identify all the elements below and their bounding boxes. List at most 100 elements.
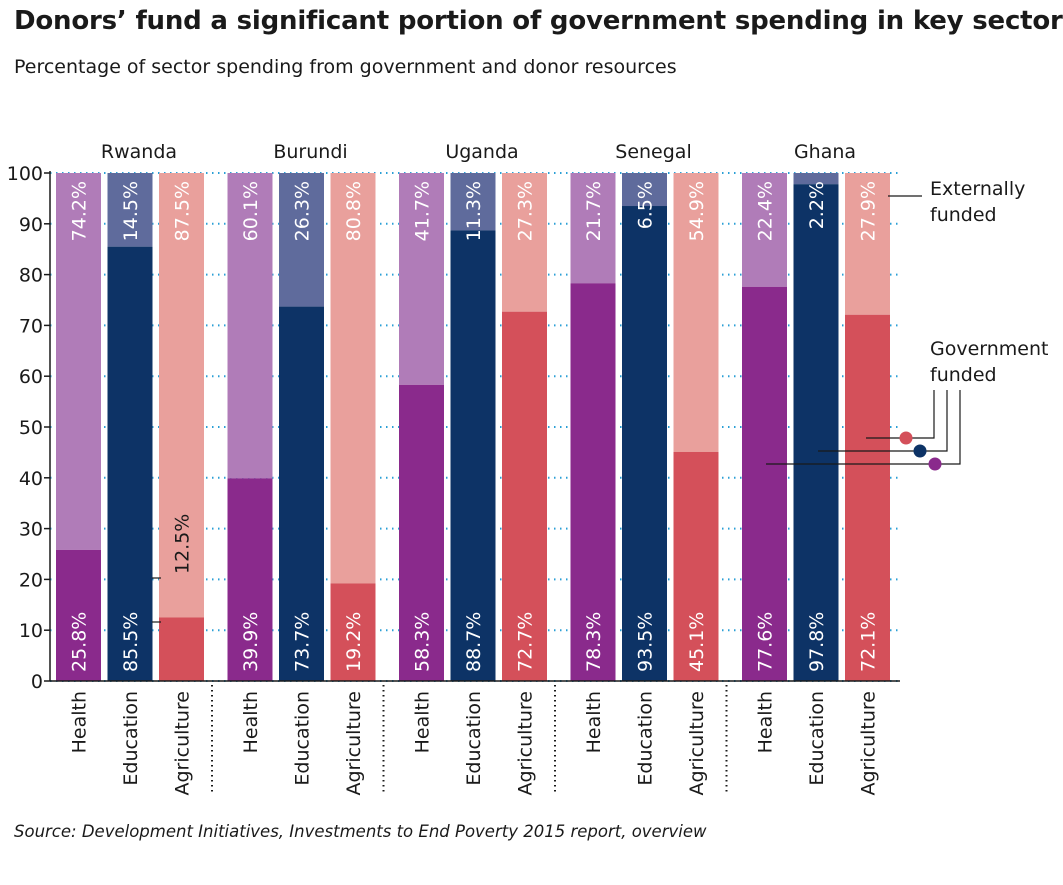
data-label-government: 97.8% — [806, 612, 828, 672]
bar-external — [330, 173, 376, 584]
legend-label-external: Externally — [930, 178, 1025, 200]
sector-label: Education — [463, 691, 485, 786]
data-label-external: 27.3% — [515, 181, 537, 241]
data-label-government: 93.5% — [635, 612, 657, 672]
sector-label: Education — [120, 691, 142, 786]
bar-external — [502, 173, 547, 312]
bar-external — [107, 173, 153, 247]
sector-label: Agriculture — [343, 691, 365, 796]
data-label-government: 58.3% — [412, 612, 434, 672]
sector-label: Health — [240, 691, 262, 753]
data-label-external: 2.2% — [806, 181, 828, 229]
sector-label: Education — [635, 691, 657, 786]
bar-external — [742, 173, 787, 287]
y-tick-label: 30 — [19, 519, 43, 541]
bar-external — [56, 173, 101, 550]
y-tick-label: 80 — [19, 265, 43, 287]
data-label-government: 85.5% — [120, 612, 142, 672]
sector-label: Agriculture — [172, 691, 194, 796]
bar-external — [279, 173, 324, 307]
legend-dot-agriculture — [899, 431, 913, 445]
data-label-government: 25.8% — [69, 612, 91, 672]
bar-government — [330, 583, 376, 681]
bar-external — [673, 173, 719, 452]
data-label-government: 45.1% — [686, 612, 708, 672]
y-tick-label: 90 — [19, 214, 43, 236]
bar-government — [570, 283, 616, 681]
data-label-external: 60.1% — [240, 181, 262, 241]
sector-label: Agriculture — [858, 691, 880, 796]
source-note: Source: Development Initiatives, Investm… — [14, 822, 707, 841]
legend-label-government: funded — [930, 364, 997, 386]
data-label-external: 74.2% — [69, 181, 91, 241]
y-tick-label: 40 — [19, 468, 43, 490]
data-label-external: 21.7% — [583, 181, 605, 241]
bar-government — [845, 314, 890, 681]
y-axis: 0 10 20 30 40 50 60 70 80 90 100 — [7, 163, 51, 693]
data-label-government: 19.2% — [343, 612, 365, 672]
bar-government — [742, 286, 787, 681]
legend-label-external: funded — [930, 204, 997, 226]
legend-leader-health — [766, 390, 961, 465]
sector-label: Education — [806, 691, 828, 786]
legend-leader-education — [818, 390, 948, 452]
data-label-external: 14.5% — [120, 181, 142, 241]
bar-government — [399, 384, 444, 681]
bar-government — [279, 306, 324, 681]
x-axis: Rwanda Health Education Agriculture Burundi H… — [50, 141, 900, 796]
bar-government — [450, 230, 496, 682]
data-label-external: 26.3% — [292, 181, 314, 241]
data-label-government: 78.3% — [583, 612, 605, 672]
data-label-external: 87.5% — [172, 181, 194, 241]
sector-label: Agriculture — [515, 691, 537, 796]
bar-government — [56, 549, 101, 681]
data-label-external: 22.4% — [755, 181, 777, 241]
bar-external — [570, 173, 616, 284]
country-label: Ghana — [794, 141, 856, 163]
legend-dot-education — [913, 444, 927, 458]
bar-external — [227, 173, 273, 479]
y-tick-label: 50 — [19, 417, 43, 439]
bar-external — [622, 173, 667, 207]
data-label-government: 12.5% — [172, 514, 194, 574]
data-label-external: 54.9% — [686, 181, 708, 241]
legend-label-government: Government — [930, 338, 1049, 360]
legend-dot-health — [928, 457, 942, 471]
data-label-external: 41.7% — [412, 181, 434, 241]
chart-title: Donors’ fund a significant portion of go… — [14, 6, 1063, 36]
bar-government — [107, 246, 153, 681]
bar-government — [227, 478, 273, 681]
bars: 74.2% 25.8% 14.5% 85.5% 87.5% 12.5% 60.1% 39.9%… — [56, 173, 890, 682]
sector-label: Health — [69, 691, 91, 753]
country-label: Senegal — [615, 141, 691, 163]
country-label: Burundi — [273, 141, 347, 163]
legend-leader-agriculture — [866, 390, 935, 439]
data-label-external: 80.8% — [343, 181, 365, 241]
data-label-government: 72.7% — [515, 612, 537, 672]
bar-government — [622, 206, 667, 681]
bar-external — [793, 173, 839, 185]
country-label: Uganda — [445, 141, 518, 163]
bar-external — [399, 173, 444, 385]
bar-government — [159, 617, 204, 681]
sector-label: Health — [412, 691, 434, 753]
data-label-government: 72.1% — [858, 612, 880, 672]
data-label-government: 88.7% — [463, 612, 485, 672]
data-label-government: 77.6% — [755, 612, 777, 672]
bar-external — [159, 173, 204, 618]
y-tick-label: 20 — [19, 569, 43, 591]
data-label-external: 11.3% — [463, 181, 485, 241]
y-tick-label: 70 — [19, 315, 43, 337]
sector-label: Health — [583, 691, 605, 753]
data-label-government: 73.7% — [292, 612, 314, 672]
bar-government — [502, 311, 547, 681]
data-label-government: 39.9% — [240, 612, 262, 672]
y-tick-label: 60 — [19, 366, 43, 388]
chart-subtitle: Percentage of sector spending from gover… — [14, 56, 677, 78]
bar-external — [845, 173, 890, 315]
y-tick-label: 100 — [7, 163, 43, 185]
data-label-external: 6.5% — [635, 181, 657, 229]
bar-government — [673, 451, 719, 681]
bar-external — [450, 173, 496, 231]
